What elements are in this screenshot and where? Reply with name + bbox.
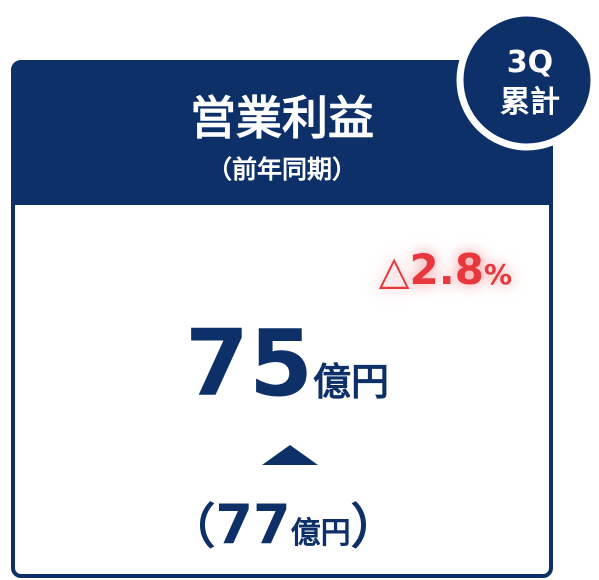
- change-rate: △2.8%: [379, 245, 512, 294]
- current-value: 75: [185, 310, 313, 417]
- header-subtitle: （前年同期）: [207, 155, 357, 184]
- previous-open: （: [167, 499, 215, 555]
- arrow-up: [262, 445, 318, 465]
- badge-line1: 3Q: [507, 45, 553, 80]
- previous-close: ）: [351, 499, 399, 555]
- previous-unit: 億円: [291, 516, 351, 551]
- card-header: [13, 62, 551, 205]
- badge: [456, 9, 598, 151]
- change-value: 2.8: [410, 245, 484, 294]
- current-unit: 億円: [313, 360, 389, 404]
- previous-value: 77: [215, 493, 290, 556]
- change-unit: %: [484, 258, 512, 291]
- badge-line2: 累計: [500, 85, 560, 120]
- header-title: 営業利益: [190, 91, 374, 145]
- current-amount: 75億円: [185, 310, 389, 417]
- change-symbol: △: [379, 248, 410, 294]
- previous-amount: （77億円）: [167, 493, 398, 556]
